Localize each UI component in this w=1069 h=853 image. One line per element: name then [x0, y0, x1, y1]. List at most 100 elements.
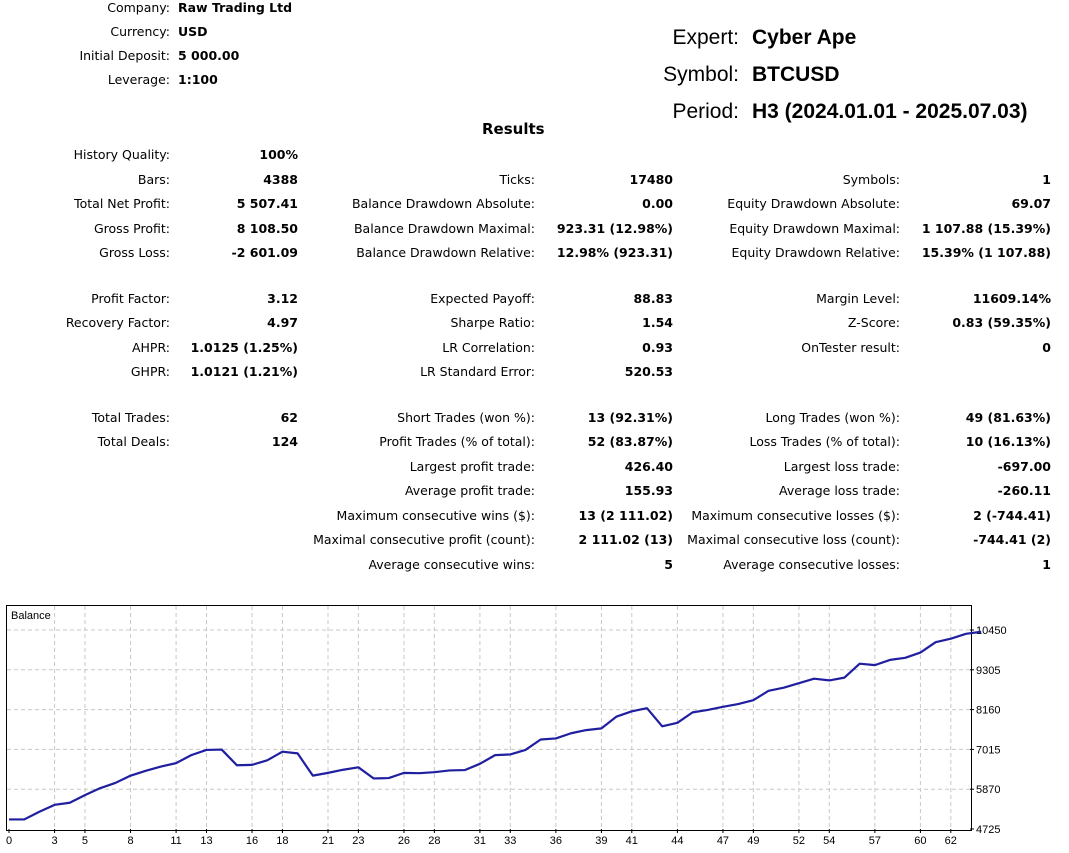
- symbol-value: BTCUSD: [752, 63, 840, 86]
- metric-value: 8 108.50: [236, 221, 298, 236]
- metric-value: 1 107.88 (15.39%): [921, 221, 1051, 236]
- metric-label: Maximal consecutive loss (count):: [687, 532, 900, 547]
- metric-label: Total Net Profit:: [74, 196, 170, 211]
- metric-label: Long Trades (won %):: [765, 410, 900, 425]
- metric-value: 1.0121 (1.21%): [190, 364, 298, 379]
- metric-value: 1: [1042, 557, 1051, 572]
- metric-label: Average profit trade:: [404, 483, 535, 498]
- y-tick-label: 7015: [976, 744, 1000, 756]
- metric-value: 2 111.02 (13): [578, 532, 673, 547]
- x-tick-label: 21: [322, 835, 334, 847]
- x-tick-label: 47: [717, 835, 729, 847]
- metric-value: 49 (81.63%): [965, 410, 1051, 425]
- x-tick-label: 36: [550, 835, 562, 847]
- metric-value: 15.39% (1 107.88): [921, 245, 1051, 260]
- metric-value: 13 (92.31%): [587, 410, 673, 425]
- metric-value: 520.53: [624, 364, 673, 379]
- metric-label: Symbols:: [842, 172, 900, 187]
- account-value: Raw Trading Ltd: [178, 0, 293, 15]
- metric-label: AHPR:: [131, 340, 170, 355]
- x-tick-label: 0: [6, 835, 12, 847]
- metric-value: 10 (16.13%): [965, 434, 1051, 449]
- metric-label: GHPR:: [130, 364, 170, 379]
- x-tick-label: 11: [170, 835, 181, 847]
- metric-value: -697.00: [997, 459, 1051, 474]
- x-tick-label: 57: [869, 835, 881, 847]
- metric-label: Average consecutive wins:: [368, 557, 535, 572]
- x-tick-label: 5: [82, 835, 88, 847]
- y-tick-label: 9305: [976, 665, 1000, 677]
- account-label: Company:: [107, 0, 170, 15]
- x-tick-label: 16: [246, 835, 258, 847]
- account-value: 5 000.00: [178, 48, 240, 63]
- symbol-label: Symbol:: [663, 63, 739, 86]
- metric-label: Average consecutive losses:: [723, 557, 900, 572]
- metric-value: 3.12: [267, 291, 298, 306]
- metric-value: 0.93: [642, 340, 673, 355]
- y-tick-label: 10450: [976, 625, 1007, 637]
- metric-value: 1.0125 (1.25%): [190, 340, 298, 355]
- x-tick-label: 44: [671, 835, 683, 847]
- metric-label: Loss Trades (% of total):: [749, 434, 900, 449]
- metric-label: Gross Loss:: [99, 245, 170, 260]
- results-title: Results: [482, 120, 545, 138]
- metric-label: Gross Profit:: [93, 221, 170, 236]
- metric-value: 62: [280, 410, 298, 425]
- x-tick-label: 39: [595, 835, 607, 847]
- metric-label: Z-Score:: [847, 315, 900, 330]
- metric-label: Sharpe Ratio:: [450, 315, 535, 330]
- account-label: Initial Deposit:: [79, 48, 170, 63]
- metric-value: 69.07: [1011, 196, 1051, 211]
- metric-label: History Quality:: [73, 147, 170, 162]
- metric-value: 155.93: [624, 483, 673, 498]
- y-tick-label: 8160: [976, 705, 1000, 717]
- metric-label: Maximal consecutive profit (count):: [313, 532, 535, 547]
- metric-label: Margin Level:: [816, 291, 900, 306]
- metric-value: 52 (83.87%): [587, 434, 673, 449]
- metric-value: 923.31 (12.98%): [556, 221, 673, 236]
- metric-value: 88.83: [633, 291, 673, 306]
- metric-value: -744.41 (2): [973, 532, 1051, 547]
- metric-value: 1: [1042, 172, 1051, 187]
- metric-label: Equity Drawdown Absolute:: [727, 196, 900, 211]
- x-tick-label: 62: [945, 835, 957, 847]
- metric-value: 4388: [263, 172, 298, 187]
- x-tick-label: 13: [200, 835, 212, 847]
- metric-label: Average loss trade:: [779, 483, 900, 498]
- metric-label: Balance Drawdown Absolute:: [351, 196, 535, 211]
- x-tick-label: 54: [823, 835, 835, 847]
- x-tick-label: 49: [747, 835, 759, 847]
- period-label: Period:: [672, 100, 739, 123]
- expert-value: Cyber Ape: [752, 26, 857, 49]
- metric-value: 0: [1042, 340, 1051, 355]
- x-tick-label: 41: [626, 835, 638, 847]
- metric-value: 100%: [259, 147, 298, 162]
- metric-value: -260.11: [997, 483, 1051, 498]
- x-tick-label: 31: [474, 835, 486, 847]
- balance-chart: Balance: [6, 605, 972, 831]
- metric-label: Maximum consecutive losses ($):: [691, 508, 900, 523]
- metric-label: Recovery Factor:: [65, 315, 170, 330]
- metric-value: 0.83 (59.35%): [952, 315, 1051, 330]
- metric-label: Equity Drawdown Relative:: [731, 245, 900, 260]
- metric-value: 426.40: [624, 459, 673, 474]
- metric-label: Profit Trades (% of total):: [379, 434, 535, 449]
- metric-value: 0.00: [642, 196, 673, 211]
- metric-value: 5 507.41: [236, 196, 298, 211]
- metric-value: 4.97: [267, 315, 298, 330]
- metric-label: Balance Drawdown Relative:: [356, 245, 535, 260]
- x-tick-label: 33: [504, 835, 516, 847]
- metric-value: 1.54: [642, 315, 673, 330]
- y-tick-label: 5870: [976, 784, 1000, 796]
- account-value: USD: [178, 24, 208, 39]
- metric-label: Largest loss trade:: [783, 459, 900, 474]
- metric-label: OnTester result:: [801, 340, 900, 355]
- metric-value: 17480: [629, 172, 674, 187]
- account-value: 1:100: [178, 72, 218, 87]
- x-tick-label: 28: [428, 835, 440, 847]
- metric-label: LR Correlation:: [442, 340, 535, 355]
- metric-label: Largest profit trade:: [409, 459, 535, 474]
- metric-value: 13 (2 111.02): [578, 508, 673, 523]
- metric-label: Total Trades:: [91, 410, 170, 425]
- metric-label: Equity Drawdown Maximal:: [729, 221, 900, 236]
